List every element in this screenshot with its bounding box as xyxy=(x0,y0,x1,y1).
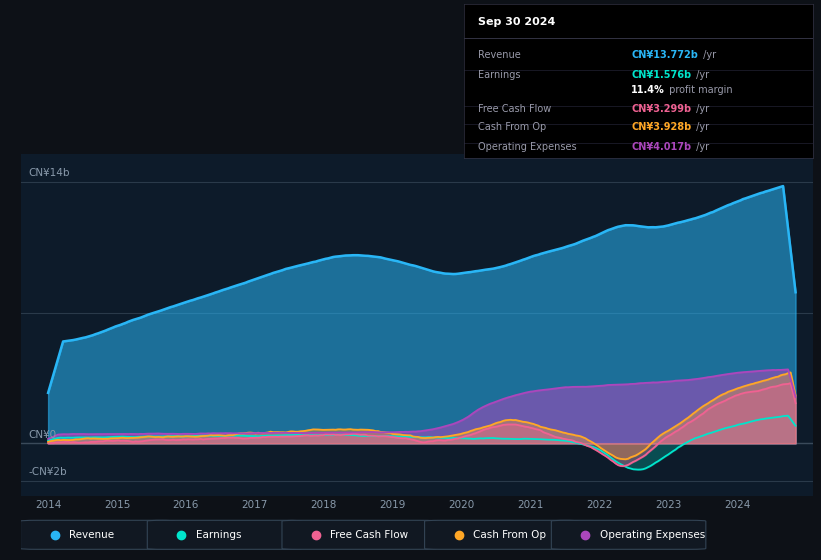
FancyBboxPatch shape xyxy=(21,520,175,549)
Text: CN¥14b: CN¥14b xyxy=(29,168,71,178)
Text: Cash From Op: Cash From Op xyxy=(473,530,546,540)
Text: Earnings: Earnings xyxy=(195,530,241,540)
Text: -CN¥2b: -CN¥2b xyxy=(29,467,67,477)
Text: /yr: /yr xyxy=(693,104,709,114)
Text: CN¥0: CN¥0 xyxy=(29,430,57,440)
Text: Revenue: Revenue xyxy=(69,530,114,540)
Text: 11.4%: 11.4% xyxy=(631,85,665,95)
Text: CN¥3.299b: CN¥3.299b xyxy=(631,104,691,114)
Text: CN¥1.576b: CN¥1.576b xyxy=(631,70,691,80)
FancyBboxPatch shape xyxy=(282,520,437,549)
Text: 2024: 2024 xyxy=(724,500,750,510)
Text: /yr: /yr xyxy=(693,122,709,132)
Text: 2017: 2017 xyxy=(241,500,268,510)
Text: 2020: 2020 xyxy=(448,500,475,510)
Text: /yr: /yr xyxy=(699,50,716,60)
Text: 2019: 2019 xyxy=(379,500,406,510)
Text: 2015: 2015 xyxy=(103,500,131,510)
Text: Operating Expenses: Operating Expenses xyxy=(478,142,576,152)
Text: CN¥3.928b: CN¥3.928b xyxy=(631,122,691,132)
Text: Sep 30 2024: Sep 30 2024 xyxy=(478,17,555,27)
Text: 2016: 2016 xyxy=(172,500,199,510)
Text: 2021: 2021 xyxy=(517,500,544,510)
Text: Free Cash Flow: Free Cash Flow xyxy=(330,530,408,540)
Text: 2018: 2018 xyxy=(310,500,337,510)
Text: 2023: 2023 xyxy=(655,500,681,510)
Text: 2022: 2022 xyxy=(586,500,612,510)
Text: profit margin: profit margin xyxy=(666,85,732,95)
Text: Cash From Op: Cash From Op xyxy=(478,122,546,132)
FancyBboxPatch shape xyxy=(147,520,302,549)
Text: /yr: /yr xyxy=(693,142,709,152)
Text: Operating Expenses: Operating Expenses xyxy=(599,530,705,540)
Text: CN¥13.772b: CN¥13.772b xyxy=(631,50,698,60)
Text: 2014: 2014 xyxy=(35,500,62,510)
Text: Free Cash Flow: Free Cash Flow xyxy=(478,104,551,114)
Text: CN¥4.017b: CN¥4.017b xyxy=(631,142,691,152)
Text: Earnings: Earnings xyxy=(478,70,521,80)
FancyBboxPatch shape xyxy=(424,520,579,549)
FancyBboxPatch shape xyxy=(552,520,706,549)
Text: Revenue: Revenue xyxy=(478,50,521,60)
Text: /yr: /yr xyxy=(693,70,709,80)
